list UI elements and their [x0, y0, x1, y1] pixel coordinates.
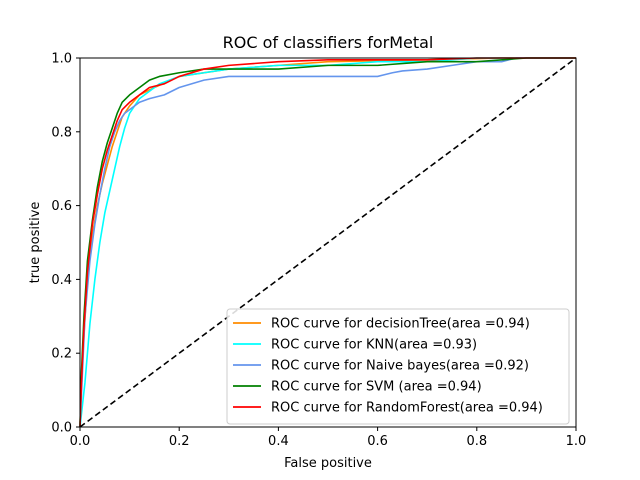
- x-tick-label: 0.0: [70, 434, 91, 449]
- y-tick-label: 1.0: [51, 52, 72, 67]
- roc-series-line-4: [79, 57, 576, 428]
- chart-title: ROC of classifiers forMetal: [223, 33, 434, 52]
- x-tick-label: 1.0: [566, 434, 587, 449]
- x-tick-label: 0.4: [268, 434, 289, 449]
- legend: ROC curve for decisionTree(area =0.94) RO…: [226, 308, 570, 425]
- y-tick-label: 0.0: [51, 421, 72, 436]
- legend-entry-label: ROC curve for SVM (area =0.94): [271, 380, 482, 395]
- axes-frame: [79, 57, 577, 428]
- x-tick-label: 0.8: [466, 434, 487, 449]
- y-tick-label: 0.8: [51, 125, 72, 140]
- roc-series-line-2: [79, 57, 576, 428]
- y-tick-label: 0.6: [51, 199, 72, 214]
- legend-entry-label: ROC curve for Naive bayes(area =0.92): [271, 359, 529, 374]
- legend-entry-label: ROC curve for RandomForest(area =0.94): [271, 401, 543, 416]
- axis-ticks: 0.0 0.2 0.4 0.6 0.8 1.0 0.0 0.2 0.4 0.6 0.8 1.0: [51, 52, 586, 450]
- legend-entry-label: ROC curve for KNN(area =0.93): [271, 338, 477, 353]
- legend-box: [226, 308, 570, 425]
- x-tick-label: 0.2: [169, 434, 190, 449]
- chance-diagonal-line: [79, 57, 577, 428]
- legend-entry-label: ROC curve for decisionTree(area =0.94): [271, 317, 530, 332]
- x-tick-label: 0.6: [367, 434, 388, 449]
- y-axis-label: true positive: [28, 202, 43, 284]
- y-tick-label: 0.4: [51, 273, 72, 288]
- y-tick-label: 0.2: [51, 347, 72, 362]
- plot-area: [79, 57, 577, 428]
- x-axis-label: False positive: [284, 456, 372, 471]
